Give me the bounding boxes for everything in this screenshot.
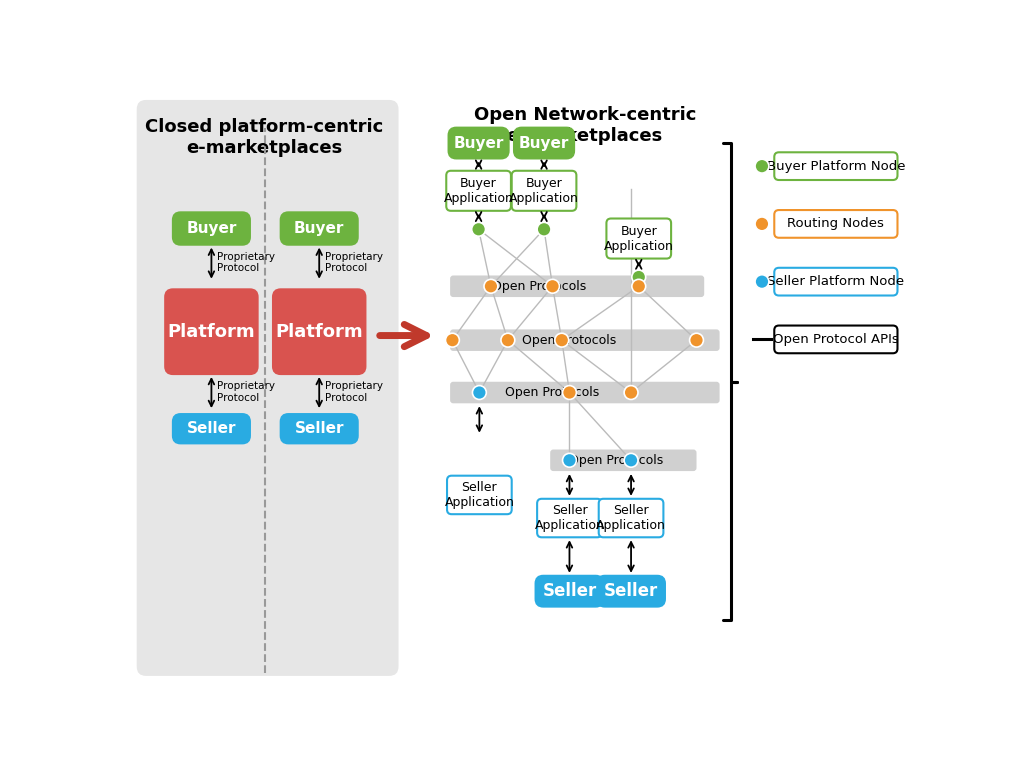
Circle shape xyxy=(472,222,485,236)
FancyBboxPatch shape xyxy=(536,576,603,607)
FancyBboxPatch shape xyxy=(774,153,897,180)
Circle shape xyxy=(625,453,638,467)
Circle shape xyxy=(546,279,559,293)
Text: Proprietary
Protocol: Proprietary Protocol xyxy=(217,381,274,402)
Circle shape xyxy=(632,279,646,293)
FancyBboxPatch shape xyxy=(451,329,720,351)
Text: Open Protocols: Open Protocols xyxy=(522,334,616,346)
Circle shape xyxy=(689,333,703,347)
Text: Buyer
Application: Buyer Application xyxy=(509,177,579,205)
Circle shape xyxy=(755,274,769,288)
Text: Buyer: Buyer xyxy=(294,221,344,236)
FancyBboxPatch shape xyxy=(550,449,696,471)
Circle shape xyxy=(445,333,460,347)
Text: Closed platform-centric
e-marketplaces: Closed platform-centric e-marketplaces xyxy=(145,119,384,157)
FancyBboxPatch shape xyxy=(512,170,577,211)
Circle shape xyxy=(755,217,769,231)
Text: Open Network-centric
e-marketplaces: Open Network-centric e-marketplaces xyxy=(474,106,696,145)
Text: Seller
Application: Seller Application xyxy=(596,504,666,532)
Text: Proprietary
Protocol: Proprietary Protocol xyxy=(325,252,383,274)
FancyBboxPatch shape xyxy=(447,476,512,514)
Text: Buyer
Application: Buyer Application xyxy=(604,225,674,253)
Text: Seller
Application: Seller Application xyxy=(535,504,604,532)
Text: Seller: Seller xyxy=(295,422,344,436)
FancyBboxPatch shape xyxy=(538,499,602,537)
FancyBboxPatch shape xyxy=(173,414,250,443)
Text: Platform: Platform xyxy=(168,322,255,341)
FancyBboxPatch shape xyxy=(606,219,671,259)
Text: Open Protocol APIs: Open Protocol APIs xyxy=(773,333,899,346)
FancyBboxPatch shape xyxy=(774,268,897,295)
FancyBboxPatch shape xyxy=(451,382,720,403)
Text: Buyer: Buyer xyxy=(186,221,237,236)
Circle shape xyxy=(625,386,638,399)
FancyBboxPatch shape xyxy=(446,170,511,211)
Circle shape xyxy=(755,159,769,173)
FancyBboxPatch shape xyxy=(173,212,250,245)
FancyBboxPatch shape xyxy=(514,128,574,158)
FancyBboxPatch shape xyxy=(165,289,258,374)
Text: Platform: Platform xyxy=(275,322,364,341)
FancyBboxPatch shape xyxy=(774,326,897,353)
FancyBboxPatch shape xyxy=(281,414,357,443)
Circle shape xyxy=(632,270,646,284)
Text: Proprietary
Protocol: Proprietary Protocol xyxy=(217,252,274,274)
Text: Buyer Platform Node: Buyer Platform Node xyxy=(767,160,905,173)
FancyBboxPatch shape xyxy=(451,275,705,297)
Circle shape xyxy=(472,386,486,399)
Text: Routing Nodes: Routing Nodes xyxy=(787,218,885,230)
FancyBboxPatch shape xyxy=(449,128,509,158)
Text: Seller
Application: Seller Application xyxy=(444,481,514,509)
FancyBboxPatch shape xyxy=(137,100,398,676)
FancyBboxPatch shape xyxy=(281,212,357,245)
Circle shape xyxy=(538,222,551,236)
Circle shape xyxy=(555,333,568,347)
Text: Seller: Seller xyxy=(543,582,597,600)
Text: Seller: Seller xyxy=(604,582,658,600)
Text: Proprietary
Protocol: Proprietary Protocol xyxy=(325,381,383,402)
Text: Seller: Seller xyxy=(186,422,237,436)
Text: Open Protocols: Open Protocols xyxy=(506,386,600,399)
Text: Buyer
Application: Buyer Application xyxy=(443,177,514,205)
Circle shape xyxy=(484,279,498,293)
Text: Seller Platform Node: Seller Platform Node xyxy=(767,275,904,288)
Text: Buyer: Buyer xyxy=(454,136,504,150)
FancyBboxPatch shape xyxy=(597,576,665,607)
Circle shape xyxy=(501,333,515,347)
Text: Buyer: Buyer xyxy=(519,136,569,150)
FancyBboxPatch shape xyxy=(774,210,897,238)
Text: Open Protocols: Open Protocols xyxy=(492,280,586,293)
Circle shape xyxy=(562,453,577,467)
Text: Open Protocols: Open Protocols xyxy=(568,454,663,467)
Circle shape xyxy=(562,386,577,399)
FancyBboxPatch shape xyxy=(273,289,366,374)
FancyBboxPatch shape xyxy=(599,499,664,537)
